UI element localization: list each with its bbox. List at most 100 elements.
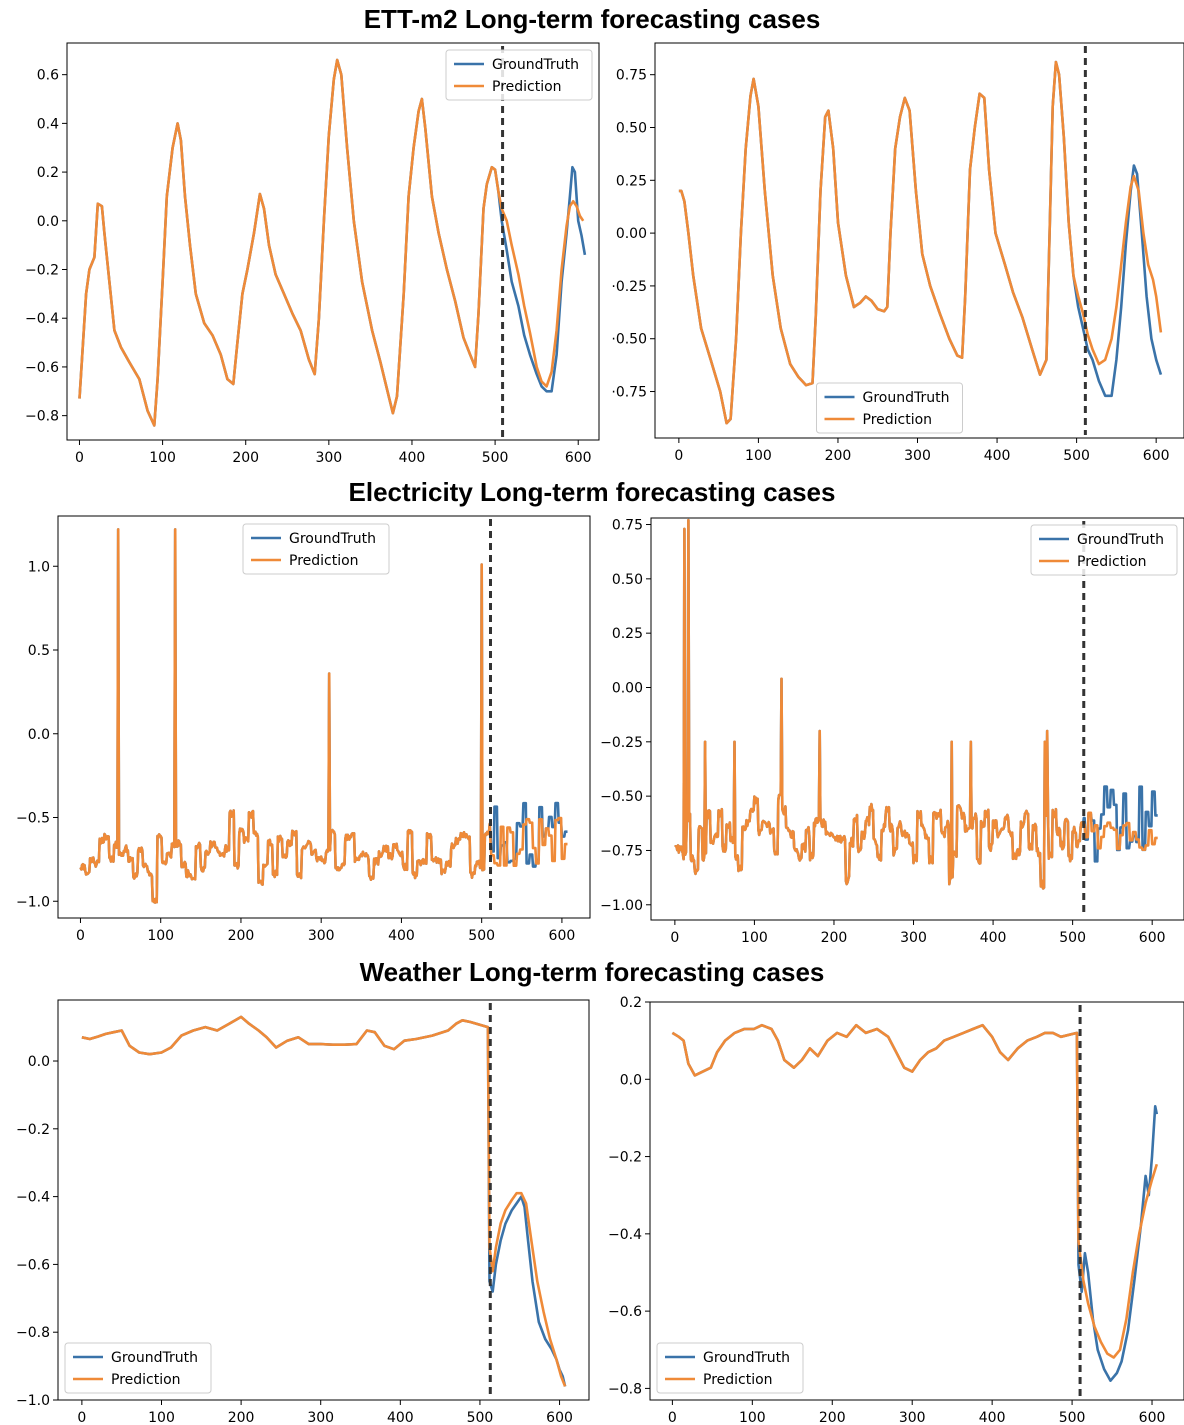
x-tick-label: 600 xyxy=(546,1410,573,1425)
y-tick-label: −1.00 xyxy=(600,898,643,914)
x-tick-label: 0 xyxy=(674,448,683,464)
legend-label: Prediction xyxy=(492,79,562,95)
x-tick-label: 600 xyxy=(1139,930,1166,946)
groundtruth-line xyxy=(81,1015,567,1387)
x-tick-label: 300 xyxy=(307,1410,334,1425)
legend-box xyxy=(242,523,390,575)
groundtruth-line xyxy=(671,1023,1159,1382)
plot-frame xyxy=(57,515,591,919)
x-tick-label: 400 xyxy=(388,928,415,944)
legend-label: Prediction xyxy=(289,553,359,569)
legend-label: Prediction xyxy=(111,1372,181,1388)
y-tick-label: −0.50 xyxy=(600,789,643,805)
x-tick-label: 200 xyxy=(228,928,255,944)
legend-label: Prediction xyxy=(703,1372,773,1388)
y-tick-label: 0.5 xyxy=(28,643,50,659)
x-tick-label: 400 xyxy=(980,930,1007,946)
legend-box xyxy=(445,49,593,101)
prediction-line xyxy=(678,60,1163,425)
x-tick-label: 500 xyxy=(1063,448,1090,464)
legend-label: GroundTruth xyxy=(111,1350,198,1366)
legend: GroundTruth Prediction xyxy=(242,523,390,575)
y-tick-label: −0.8 xyxy=(16,1325,50,1341)
x-tick-label: 300 xyxy=(904,448,931,464)
x-tick-label: 300 xyxy=(308,928,335,944)
x-tick-label: 200 xyxy=(821,930,848,946)
y-tick-label: ·0.50 xyxy=(611,332,647,348)
legend-box xyxy=(656,1342,804,1394)
legend: GroundTruth Prediction xyxy=(1030,524,1178,576)
x-tick-label: 500 xyxy=(482,450,509,466)
chart-6: 0 100 200 300 400 500 600 −0.8 −0.6 −0.4 −0.2 0.0 0.… xyxy=(608,995,1184,1425)
y-tick-label: 0.75 xyxy=(616,68,647,84)
y-tick-label: −0.6 xyxy=(608,1304,642,1320)
y-tick-label: 0.2 xyxy=(37,165,59,181)
x-tick-label: 100 xyxy=(147,928,174,944)
chart-1: 0 100 200 300 400 500 600 −0.8 −0.6 −0.4 −0.2 0.0 0.… xyxy=(25,42,600,466)
y-tick-label: −0.6 xyxy=(25,360,59,376)
legend-label: GroundTruth xyxy=(1077,532,1164,548)
x-tick-label: 400 xyxy=(387,1410,414,1425)
y-tick-label: −0.5 xyxy=(16,811,50,827)
x-tick-label: 200 xyxy=(232,450,259,466)
plot-frame xyxy=(649,1001,1184,1401)
prediction-line xyxy=(81,1015,567,1387)
legend-label: GroundTruth xyxy=(492,57,579,73)
y-tick-label: 0.4 xyxy=(37,116,59,132)
x-tick-label: 200 xyxy=(819,1410,846,1425)
y-tick-label: 0.0 xyxy=(28,1054,50,1070)
legend-box xyxy=(64,1342,212,1394)
prediction-line xyxy=(674,518,1159,890)
prediction-line xyxy=(78,58,585,427)
legend-label: GroundTruth xyxy=(703,1350,790,1366)
y-tick-label: 0.00 xyxy=(616,226,647,242)
legend: GroundTruth Prediction xyxy=(64,1342,212,1394)
legend: GroundTruth Prediction xyxy=(445,49,593,101)
legend-box xyxy=(1030,524,1178,576)
x-tick-label: 0 xyxy=(670,930,679,946)
section-title-ettm2: ETT-m2 Long-term forecasting cases xyxy=(363,4,821,34)
y-tick-label: 0.0 xyxy=(37,214,59,230)
x-tick-label: 600 xyxy=(1143,448,1170,464)
x-tick-label: 300 xyxy=(900,930,927,946)
y-tick-label: −0.8 xyxy=(25,409,59,425)
y-tick-label: −0.2 xyxy=(608,1150,642,1166)
y-tick-label: −0.25 xyxy=(600,735,643,751)
x-tick-label: 100 xyxy=(745,448,772,464)
x-tick-label: 500 xyxy=(1059,930,1086,946)
x-tick-label: 500 xyxy=(468,928,495,944)
x-tick-label: 0 xyxy=(668,1410,677,1425)
x-tick-label: 300 xyxy=(899,1410,926,1425)
prediction-line xyxy=(79,528,568,904)
legend-box xyxy=(816,382,963,434)
groundtruth-line xyxy=(79,528,568,904)
y-tick-label: 1.0 xyxy=(28,559,50,575)
prediction-line xyxy=(671,1023,1159,1359)
chart-5: 0 100 200 300 400 500 600 −1.0 −0.8 −0.6 −0.4 −0.2 0… xyxy=(16,999,590,1425)
y-tick-label: −0.4 xyxy=(16,1190,50,1206)
legend-label: Prediction xyxy=(1077,554,1147,570)
x-tick-label: 200 xyxy=(825,448,852,464)
x-tick-label: 100 xyxy=(739,1410,766,1425)
y-tick-label: 0.00 xyxy=(612,680,643,696)
y-tick-label: 0.6 xyxy=(37,68,59,84)
y-tick-label: −1.0 xyxy=(16,894,50,910)
x-tick-label: 0 xyxy=(77,1410,86,1425)
x-tick-label: 500 xyxy=(1059,1410,1086,1425)
y-tick-label: −0.4 xyxy=(608,1227,642,1243)
chart-3: 0 100 200 300 400 500 600 −1.0 −0.5 0.0 0.5 1.0 Grou… xyxy=(16,515,591,944)
y-tick-label: 0.25 xyxy=(612,626,643,642)
x-tick-label: 400 xyxy=(984,448,1011,464)
x-tick-label: 0 xyxy=(75,450,84,466)
legend: GroundTruth Prediction xyxy=(816,382,963,434)
x-tick-label: 100 xyxy=(149,450,176,466)
x-tick-label: 400 xyxy=(399,450,426,466)
legend-label: GroundTruth xyxy=(863,390,950,406)
x-tick-label: 600 xyxy=(549,928,576,944)
y-tick-label: −0.2 xyxy=(25,263,59,279)
y-tick-label: −0.4 xyxy=(25,311,59,327)
x-tick-label: 400 xyxy=(979,1410,1006,1425)
y-tick-label: 0.75 xyxy=(612,518,643,534)
y-tick-label: ·0.75 xyxy=(611,385,647,401)
y-tick-label: 0.50 xyxy=(616,120,647,136)
